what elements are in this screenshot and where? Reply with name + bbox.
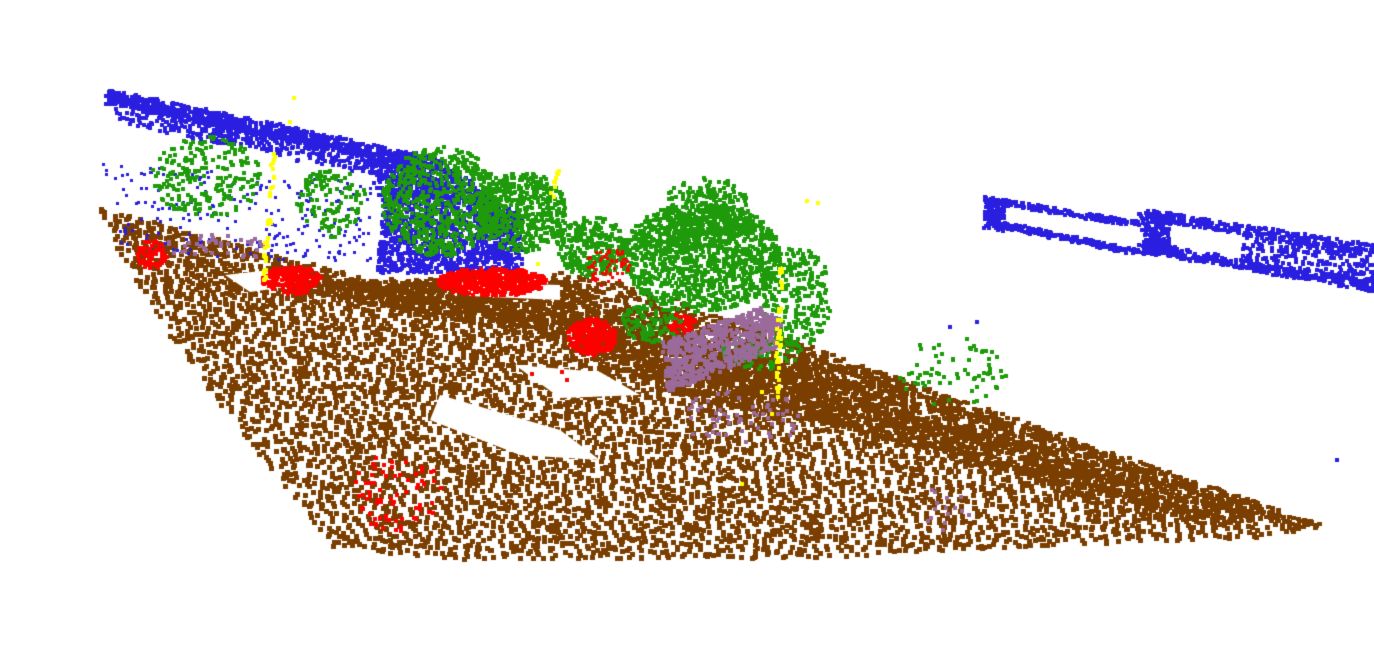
point-cloud-canvas[interactable]: [0, 0, 1374, 670]
point-cloud-viewport[interactable]: [0, 0, 1374, 670]
